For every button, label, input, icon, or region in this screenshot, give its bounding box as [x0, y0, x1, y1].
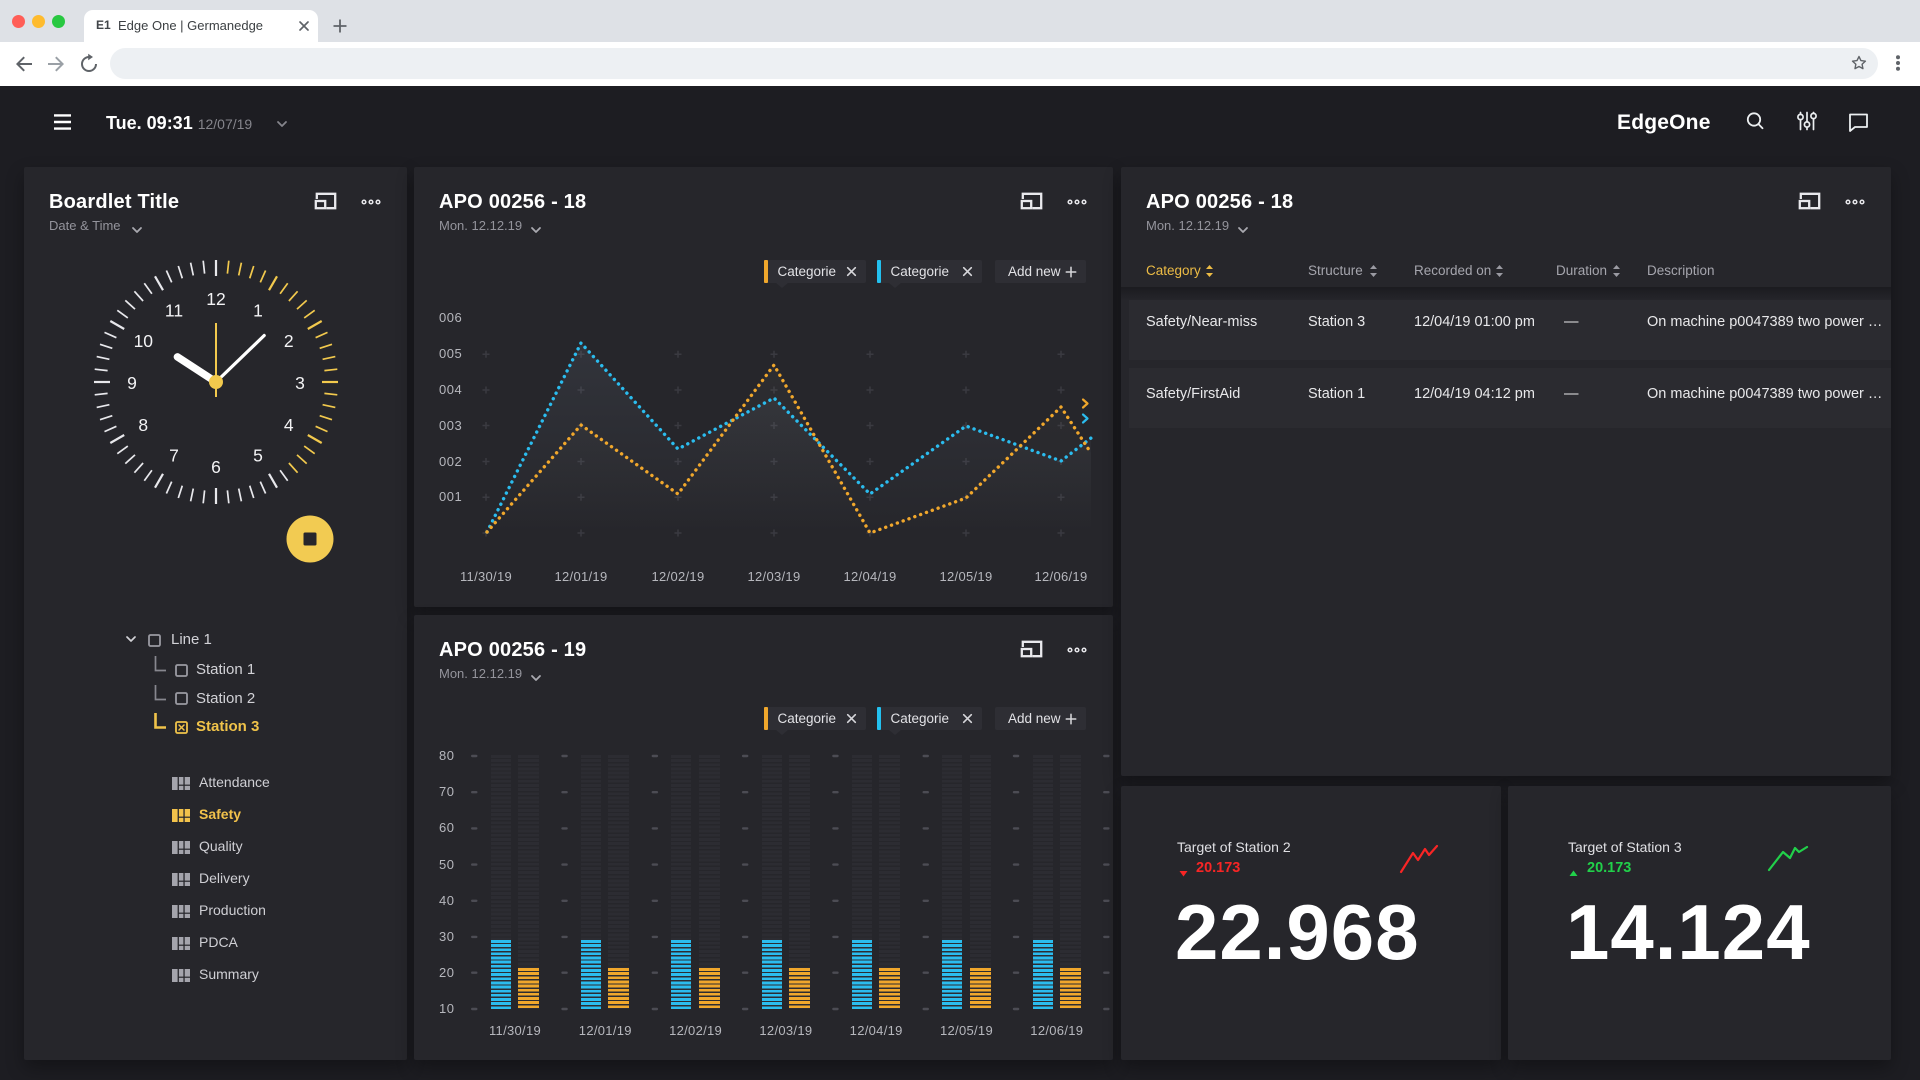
svg-text:12: 12 — [206, 289, 225, 309]
svg-text:8: 8 — [138, 415, 148, 435]
svg-text:11: 11 — [165, 300, 183, 320]
svg-text:1: 1 — [253, 300, 263, 320]
svg-text:5: 5 — [253, 446, 263, 466]
svg-text:4: 4 — [284, 415, 294, 435]
svg-text:10: 10 — [134, 331, 154, 351]
svg-text:6: 6 — [211, 457, 221, 477]
svg-text:7: 7 — [169, 446, 179, 466]
svg-text:9: 9 — [127, 373, 137, 393]
svg-text:2: 2 — [284, 331, 294, 351]
svg-text:3: 3 — [295, 373, 305, 393]
